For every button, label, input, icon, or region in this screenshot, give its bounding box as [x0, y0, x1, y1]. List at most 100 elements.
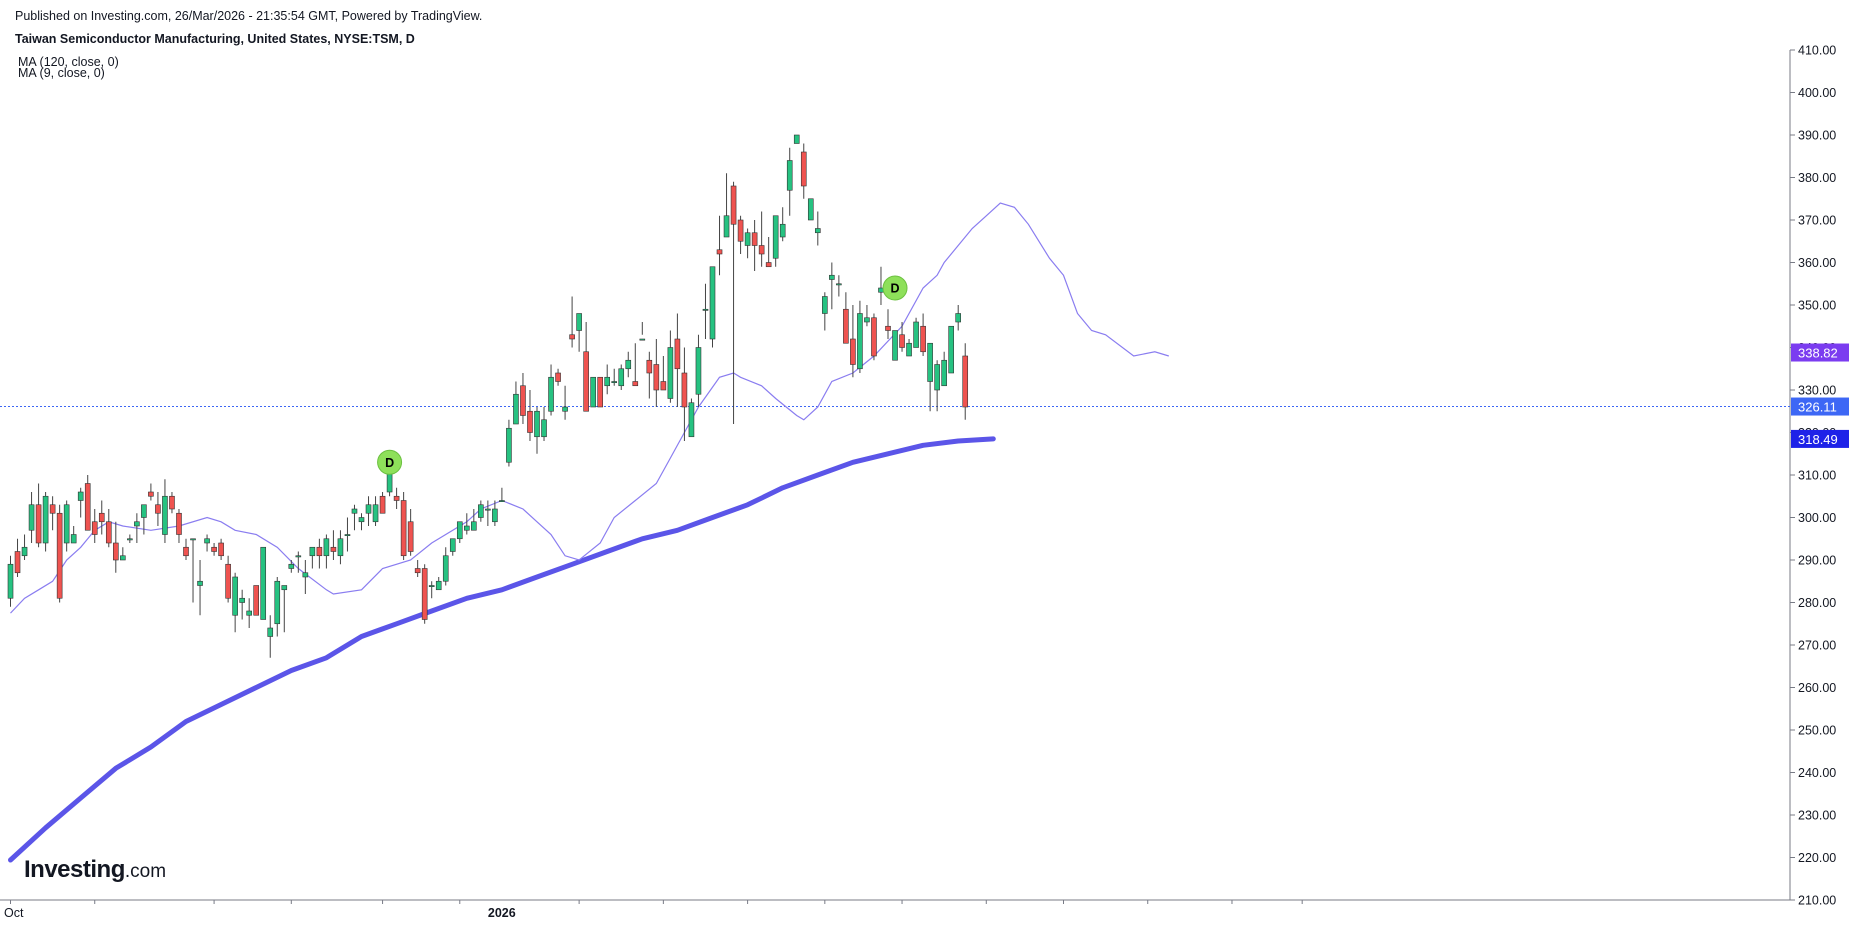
candle — [660, 356, 667, 391]
price-tick-label: 260.00 — [1798, 681, 1836, 695]
candle-body — [330, 546, 337, 552]
candle-body — [120, 555, 126, 561]
candle-body — [246, 610, 252, 616]
time-tick-label: 2026 — [488, 906, 516, 920]
candle-body — [302, 572, 309, 578]
candle-body — [527, 410, 533, 433]
candle-body — [204, 538, 210, 544]
price-tick-label: 400.00 — [1798, 86, 1836, 100]
price-tag-label: 338.82 — [1798, 346, 1838, 361]
candle-body — [190, 538, 196, 541]
candle — [590, 376, 596, 408]
candle — [653, 339, 660, 407]
candle — [204, 534, 210, 552]
candle — [449, 538, 456, 556]
candle — [456, 521, 463, 543]
price-tick-label: 330.00 — [1798, 384, 1836, 398]
candle-body — [442, 555, 449, 582]
candle-body — [288, 563, 295, 569]
candle — [604, 364, 611, 395]
candle-body — [772, 215, 779, 259]
candle-body — [35, 504, 42, 544]
candle-body — [807, 198, 814, 221]
candle — [737, 215, 744, 254]
candle — [400, 492, 407, 560]
candle — [169, 492, 175, 514]
candle — [218, 538, 224, 560]
candle-body — [492, 508, 498, 523]
price-tick-label: 350.00 — [1798, 299, 1836, 313]
candle-body — [548, 376, 554, 412]
candle-body — [70, 534, 77, 544]
candle-body — [148, 491, 154, 497]
candle-body — [295, 555, 302, 558]
candle — [316, 538, 323, 569]
candles — [7, 134, 969, 658]
candle-body — [660, 381, 667, 391]
price-tag: 318.49 — [1791, 429, 1849, 448]
candle — [786, 147, 793, 216]
candle-body — [421, 568, 428, 620]
price-tag-box — [1791, 397, 1849, 416]
candle — [14, 538, 21, 577]
candle-body — [716, 249, 723, 255]
candle — [239, 589, 245, 620]
candle-body — [351, 508, 358, 514]
candle-body — [344, 534, 351, 537]
candle — [197, 560, 203, 616]
candle — [176, 509, 182, 543]
price-tick-label: 250.00 — [1798, 724, 1836, 738]
candle-body — [393, 495, 400, 501]
candle-body — [948, 325, 954, 374]
candle-body — [316, 546, 323, 557]
price-tick-label: 210.00 — [1798, 894, 1836, 908]
candle-body — [169, 495, 175, 510]
candle — [120, 547, 126, 561]
candle — [667, 330, 674, 403]
candle-body — [688, 402, 695, 438]
candle-body — [758, 245, 765, 255]
ma9-line — [10, 202, 1169, 614]
candle-body — [618, 368, 625, 387]
candle — [541, 407, 547, 441]
candle — [934, 360, 940, 412]
candle-body — [456, 521, 463, 540]
price-axis: 210.00 220.00 230.00 240.00 250.00 260.00 270.… — [1790, 44, 1836, 908]
candle-body — [709, 266, 716, 340]
price-tick-label: 300.00 — [1798, 511, 1836, 525]
legend-ma120[interactable]: MA (120, close, 0) — [18, 55, 119, 69]
candle-body — [506, 427, 512, 463]
legend-ma9[interactable]: MA (9, close, 0) — [18, 66, 105, 80]
price-tick-label: 290.00 — [1798, 554, 1836, 568]
candle-body — [843, 308, 849, 344]
candle-body — [463, 525, 470, 531]
candle-body — [155, 504, 161, 514]
candle — [843, 292, 849, 344]
candle-body — [141, 504, 147, 518]
candle — [730, 181, 737, 424]
price-tick-label: 230.00 — [1798, 809, 1836, 823]
candle — [871, 313, 877, 361]
candle-body — [77, 491, 84, 501]
candle — [527, 390, 533, 441]
candle-body — [260, 546, 267, 620]
dividend-marker — [377, 449, 403, 475]
candle — [372, 496, 379, 526]
candle — [716, 215, 723, 276]
candle — [632, 343, 639, 387]
candle — [576, 313, 582, 352]
candle-body — [695, 347, 702, 395]
candle-body — [723, 215, 730, 238]
candle-body — [520, 385, 526, 416]
candle — [330, 530, 337, 560]
candle — [288, 560, 295, 573]
candle — [688, 398, 695, 438]
candle-body — [562, 406, 568, 412]
candle — [42, 492, 49, 552]
candle — [337, 530, 344, 565]
candle-body — [21, 546, 28, 557]
candle — [674, 313, 681, 407]
candle — [435, 577, 442, 591]
candle-body — [63, 504, 70, 544]
